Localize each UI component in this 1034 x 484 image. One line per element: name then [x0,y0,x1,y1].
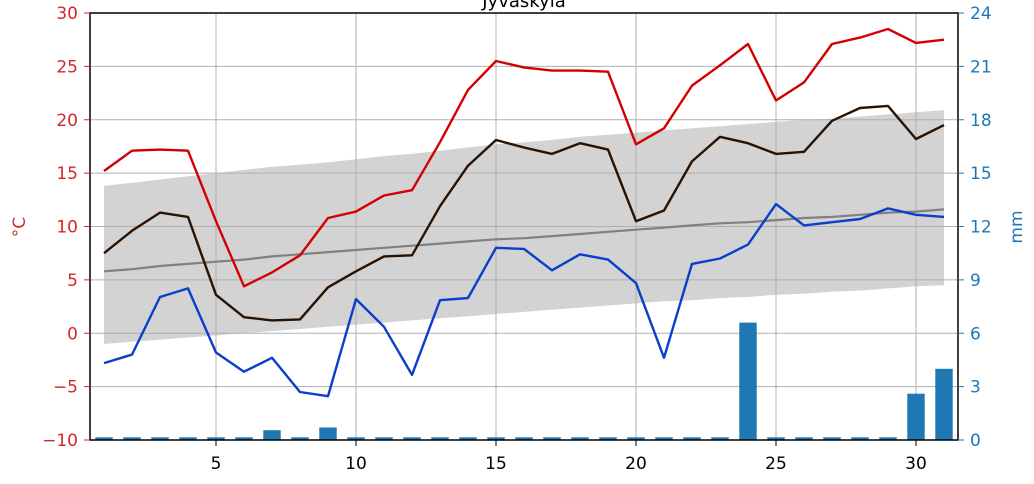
precipitation-bar-day-26 [795,437,813,440]
y2-tick-label-0: 0 [970,431,981,451]
y2-tick-label-6: 6 [970,324,981,344]
axes: 5 10 15 20 25 30 −10 −5 0 5 10 15 20 25 30 0 3 6 9 12 15 18 21… [42,4,992,474]
y-tick-label-15: 15 [56,164,78,184]
y2-tick-label-24: 24 [970,4,992,24]
daily-mean-temperature-line [103,104,945,322]
temperature-lines [103,27,945,398]
y2-tick-label-9: 9 [970,271,981,291]
daily-min-temperature-line [103,202,945,398]
precipitation-bar-day-18 [571,437,589,440]
precipitation-bar-day-29 [879,437,897,440]
precipitation-bar-day-11 [375,437,393,440]
y-tick-label-20: 20 [56,111,78,131]
y2-tick-label-12: 12 [970,218,992,238]
y-tick-label-5: 5 [67,271,78,291]
precipitation-bar-day-10 [347,437,365,440]
y-axis-label-right: mm [1007,210,1027,243]
y2-tick-label-15: 15 [970,164,992,184]
precipitation-bars [95,322,953,440]
precipitation-bar-day-16 [515,437,533,440]
x-tick-label-25: 25 [765,454,787,474]
x-tick-label-20: 20 [625,454,647,474]
precipitation-bar-day-20 [627,437,645,440]
chart-title: Jyväskylä [481,0,566,12]
precipitation-bar-day-12 [403,437,421,440]
precipitation-bar-day-4 [179,437,197,440]
x-tick-label-30: 30 [905,454,927,474]
precipitation-bar-day-2 [123,437,141,440]
y-tick-label-30: 30 [56,4,78,24]
y-tick-label--10: −10 [42,431,78,451]
precipitation-bar-day-28 [851,437,869,440]
y2-tick-label-18: 18 [970,111,992,131]
precipitation-bar-day-3 [151,437,169,440]
y-tick-label-10: 10 [56,218,78,238]
precipitation-bar-day-19 [599,437,617,440]
y2-tick-label-21: 21 [970,57,992,77]
precipitation-bar-day-1 [95,437,113,440]
x-tick-label-15: 15 [485,454,507,474]
y-axis-label-left: °C [10,217,30,237]
y2-tick-label-3: 3 [970,378,981,398]
precipitation-bar-day-25 [767,437,785,440]
precipitation-bar-day-21 [655,437,673,440]
precipitation-bar-day-31 [935,368,953,440]
precipitation-bar-day-6 [235,437,253,440]
precipitation-bar-day-8 [291,437,309,440]
grid-layer [90,12,958,441]
precipitation-bar-day-13 [431,437,449,440]
precipitation-bar-day-30 [907,393,925,440]
precipitation-bar-day-14 [459,437,477,440]
precipitation-bar-day-22 [683,437,701,440]
x-tick-label-5: 5 [211,454,222,474]
precipitation-bar-day-27 [823,437,841,440]
x-tick-label-10: 10 [345,454,367,474]
y-tick-label-0: 0 [67,324,78,344]
precipitation-bar-day-5 [207,437,225,440]
precipitation-bar-day-17 [543,437,561,440]
daily-max-temperature-line [103,27,945,288]
precipitation-bar-day-15 [487,437,505,440]
precipitation-bar-day-9 [319,427,337,440]
precipitation-bar-day-23 [711,437,729,440]
y-tick-label-25: 25 [56,57,78,77]
normal-mean-line [103,208,945,273]
precipitation-bar-day-7 [263,430,281,440]
precipitation-bar-day-24 [739,322,757,440]
y-tick-label--5: −5 [53,378,78,398]
